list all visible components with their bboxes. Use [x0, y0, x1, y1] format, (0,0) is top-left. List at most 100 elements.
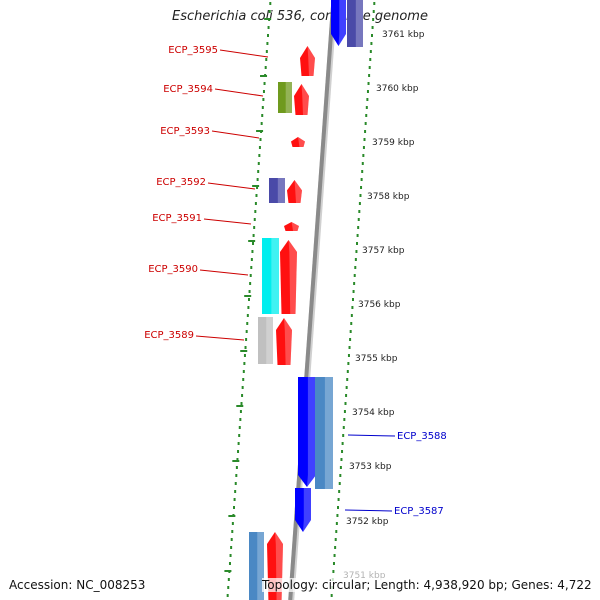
tick-dot-left: [226, 594, 229, 597]
tick-dot-right: [364, 130, 367, 133]
tick-dot-right: [342, 426, 345, 429]
major-tick-left: [252, 185, 260, 187]
tick-dot-left: [252, 234, 255, 237]
tick-dot-right: [339, 474, 342, 477]
gene-ecp3587-shade: [303, 488, 311, 532]
major-tick-left: [264, 18, 272, 20]
leader-line-ecp-3588: [347, 434, 396, 437]
tick-dot-right: [372, 10, 375, 13]
gene-ecp3594-body: [294, 84, 309, 115]
gene-label-ecp-3588: ECP_3588: [397, 431, 447, 442]
tick-dot-left: [243, 362, 246, 365]
tick-dot-right: [332, 570, 335, 573]
tick-dot-left: [256, 186, 259, 189]
tick-dot-left: [254, 202, 257, 205]
tick-dot-left: [229, 554, 232, 557]
gene-blue-large-shade: [307, 377, 316, 487]
tick-dot-left: [250, 266, 253, 269]
scale-label-3759: 3759 kbp: [372, 138, 415, 148]
gene-label-ecp-3593: ECP_3593: [160, 126, 210, 137]
gene-blue-large: [298, 377, 316, 487]
tick-rings: [224, 2, 376, 597]
tick-dot-right: [352, 290, 355, 293]
gene-ecp3593: [291, 137, 305, 147]
tick-dot-right: [341, 450, 344, 453]
gene-navy-mid-body: [269, 178, 285, 203]
tick-dot-right: [335, 530, 338, 533]
gene-steel-bottom-shade: [257, 532, 264, 600]
tick-dot-right: [344, 402, 347, 405]
leader-line-ecp-3592: [207, 182, 256, 190]
gene-olive: [278, 82, 292, 113]
tick-dot-right: [365, 106, 368, 109]
tick-dot-right: [353, 274, 356, 277]
tick-dot-right: [361, 162, 364, 165]
tick-dot-left: [241, 386, 244, 389]
gene-cyan: [262, 238, 279, 314]
tick-dot-left: [235, 474, 238, 477]
summary-text: Topology: circular; Length: 4,938,920 bp…: [262, 578, 592, 592]
tick-dot-right: [334, 546, 337, 549]
tick-dot-right: [371, 26, 374, 29]
leader-line-ecp-3590: [199, 269, 249, 276]
major-tick-left: [236, 405, 244, 407]
gene-ecp3593-body: [291, 137, 305, 147]
tick-dot-left: [265, 50, 268, 53]
gene-silver-body: [258, 317, 273, 364]
gene-ecp3589: [276, 318, 292, 365]
tick-dot-left: [239, 410, 242, 413]
tick-dot-left: [260, 122, 263, 125]
scale-label-3758: 3758 kbp: [367, 192, 410, 202]
tick-dot-left: [227, 586, 230, 589]
tick-dot-left: [269, 2, 272, 5]
tick-dot-left: [254, 210, 257, 213]
tick-dot-left: [231, 530, 234, 533]
tick-dot-right: [372, 18, 375, 21]
tick-dot-right: [364, 122, 367, 125]
leader-line-ecp-3594: [214, 88, 264, 97]
tick-dot-left: [246, 314, 249, 317]
scale-label-3756: 3756 kbp: [358, 300, 401, 310]
tick-dot-left: [258, 154, 261, 157]
gene-steel-bottom-body: [249, 532, 264, 600]
tick-dot-right: [359, 194, 362, 197]
tick-dot-left: [262, 90, 265, 93]
tick-dot-right: [338, 482, 341, 485]
gene-ecp3589-body: [276, 318, 292, 365]
tick-dot-right: [353, 282, 356, 285]
gene-ecp3588-body: [315, 377, 333, 489]
gene-features: [249, 0, 363, 600]
scale-label-3751: 3751 kbp: [343, 571, 386, 581]
gene-ecp3593-shade: [298, 137, 305, 147]
scale-label-3760: 3760 kbp: [376, 84, 419, 94]
scale-label-3753: 3753 kbp: [349, 462, 392, 472]
tick-dot-right: [345, 386, 348, 389]
tick-dot-right: [366, 90, 369, 93]
tick-dot-right: [334, 538, 337, 541]
gene-silver: [258, 317, 273, 364]
gene-ecp3590-body: [280, 240, 297, 314]
tick-dot-right: [365, 114, 368, 117]
gene-olive-body: [278, 82, 292, 113]
tick-dot-left: [235, 466, 238, 469]
tick-dot-left: [238, 434, 241, 437]
tick-dot-left: [268, 10, 271, 13]
tick-dot-left: [265, 58, 268, 61]
tick-dot-left: [248, 290, 251, 293]
tick-dot-right: [368, 66, 371, 69]
gene-olive-shade: [285, 82, 292, 113]
gene-blue-top-body: [331, 0, 346, 46]
tick-dot-right: [351, 306, 354, 309]
scale-label-3757: 3757 kbp: [362, 246, 405, 256]
tick-dot-left: [266, 34, 269, 37]
tick-dot-left: [233, 506, 236, 509]
tick-dot-left: [242, 378, 245, 381]
tick-dot-left: [228, 562, 231, 565]
tick-dot-right: [347, 354, 350, 357]
tick-dot-left: [239, 418, 242, 421]
gene-label-ecp-3594: ECP_3594: [163, 84, 213, 95]
gene-ecp3590: [280, 240, 297, 314]
leader-line-ecp-3589: [195, 335, 245, 341]
tick-dot-right: [345, 394, 348, 397]
